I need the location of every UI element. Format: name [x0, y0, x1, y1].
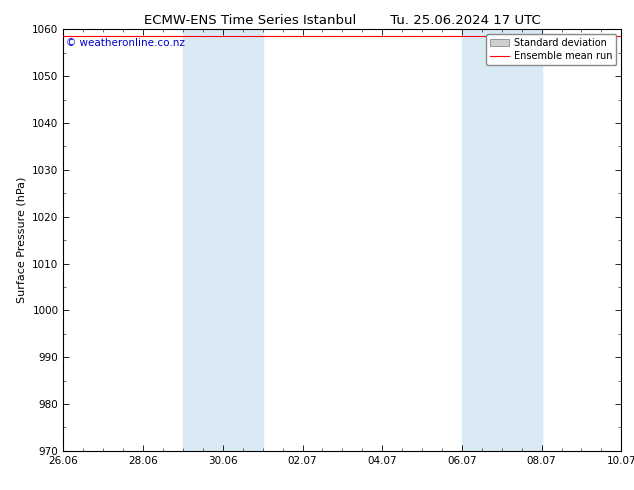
- Bar: [462, 29, 541, 451]
- Legend: Standard deviation, Ensemble mean run: Standard deviation, Ensemble mean run: [486, 34, 616, 65]
- Title: ECMW-ENS Time Series Istanbul        Tu. 25.06.2024 17 UTC: ECMW-ENS Time Series Istanbul Tu. 25.06.…: [144, 14, 541, 27]
- Bar: [183, 29, 262, 451]
- Text: © weatheronline.co.nz: © weatheronline.co.nz: [66, 38, 185, 48]
- Y-axis label: Surface Pressure (hPa): Surface Pressure (hPa): [16, 177, 27, 303]
